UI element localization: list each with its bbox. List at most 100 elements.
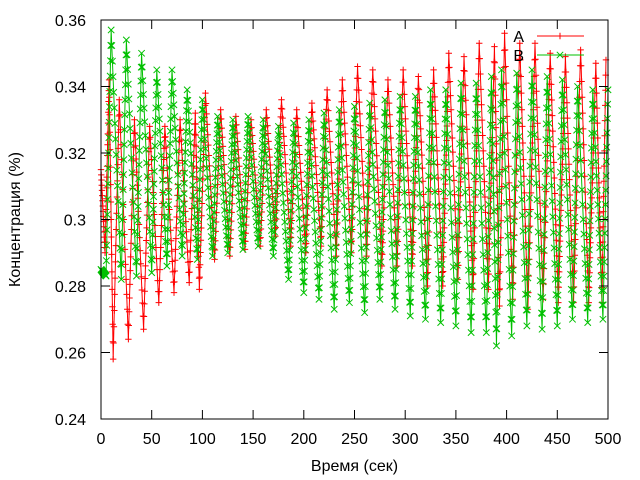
series-b-point <box>485 184 493 193</box>
series-a-point <box>294 115 301 122</box>
series-a-point <box>547 65 554 73</box>
series-a-point <box>130 130 138 137</box>
series-b-point <box>593 172 601 180</box>
series-b-point <box>261 141 269 149</box>
series-b-point <box>436 304 444 312</box>
series-b-point <box>255 218 263 226</box>
series-b-point <box>554 276 562 284</box>
series-b-point <box>385 187 393 195</box>
series-a-point <box>198 212 205 219</box>
series-a-point <box>433 147 441 155</box>
series-a-point <box>416 99 423 106</box>
series-a-point <box>580 157 588 164</box>
series-b-point <box>513 69 521 77</box>
series-b-point <box>252 218 260 226</box>
series-b-point <box>371 209 379 218</box>
series-a-point <box>431 93 438 101</box>
series-b-point <box>563 181 571 189</box>
series-b-point <box>107 26 115 34</box>
series-b-point <box>175 194 183 202</box>
series-b-point <box>317 225 325 234</box>
series-a-point <box>578 78 585 85</box>
series-b-point <box>523 306 531 314</box>
series-b-point <box>179 210 187 219</box>
series-b-point <box>341 214 349 222</box>
series-a-point <box>325 117 333 125</box>
series-b-point <box>383 135 391 143</box>
series-b-point <box>178 252 186 260</box>
series-b-point <box>159 188 167 197</box>
series-a-point <box>187 237 194 244</box>
series-b-point <box>517 180 525 188</box>
series-b-point <box>506 299 514 307</box>
series-a-point <box>171 278 178 286</box>
series-a-point <box>534 120 541 127</box>
series-a-point <box>158 222 165 229</box>
series-b-point <box>226 191 234 199</box>
series-a-point <box>467 213 474 220</box>
series-b-point <box>256 203 264 211</box>
series-b-point <box>302 224 310 232</box>
series-b-point <box>287 187 295 195</box>
series-b-point <box>372 222 380 230</box>
series-b-point <box>346 274 354 282</box>
series-b-point <box>554 306 562 315</box>
series-b-point <box>275 132 283 140</box>
series-b-point <box>589 100 597 108</box>
series-b-point <box>293 183 302 191</box>
series-b-point <box>492 342 501 350</box>
series-a-point <box>482 209 489 216</box>
series-a-point <box>109 355 117 363</box>
series-b-point <box>149 231 157 239</box>
series-b-point <box>228 141 236 149</box>
series-b-point <box>224 240 232 248</box>
series-a-point <box>170 289 178 296</box>
series-a-point <box>278 96 285 103</box>
series-b-point <box>463 235 471 243</box>
series-b-point <box>256 195 264 203</box>
series-a-point <box>162 133 169 140</box>
series-b-point <box>406 312 414 320</box>
series-b-point <box>361 309 369 317</box>
series-b-point <box>213 139 221 147</box>
series-b-point <box>585 260 593 268</box>
series-a-point <box>441 210 448 217</box>
series-b-point <box>408 243 416 251</box>
series-b-point <box>582 289 591 297</box>
series-a-point <box>449 134 456 142</box>
series-b-point <box>151 129 159 137</box>
series-b-point <box>452 322 460 330</box>
series-b-point <box>165 164 173 172</box>
series-a-point <box>192 142 200 150</box>
series-b-point <box>259 116 267 124</box>
series-b-point <box>354 167 362 175</box>
series-a-point <box>323 86 331 94</box>
series-a-point <box>439 268 447 275</box>
series-b-point <box>380 146 388 154</box>
series-b-point <box>508 315 516 324</box>
series-b-point <box>143 173 151 181</box>
series-b-point <box>509 283 517 291</box>
series-b-point <box>156 127 164 135</box>
series-b-point <box>343 262 352 271</box>
series-b-point <box>416 204 424 212</box>
series-a-point <box>273 198 281 206</box>
series-b-point <box>210 208 218 216</box>
series-a-point <box>593 74 600 82</box>
series-a-point <box>439 282 446 290</box>
series-b-point <box>112 151 120 159</box>
series-a-point <box>335 186 342 194</box>
series-b-point <box>553 306 561 314</box>
series-a-point <box>274 190 281 197</box>
series-a-point <box>511 232 518 239</box>
series-a-point <box>493 140 500 148</box>
series-b-point <box>150 167 158 175</box>
series-a-point <box>364 217 372 225</box>
series-a-point <box>481 178 488 185</box>
series-b-point <box>123 51 131 59</box>
series-b-point <box>494 256 502 264</box>
series-b-point <box>541 199 549 207</box>
series-a-point <box>126 294 133 302</box>
series-b-point <box>248 169 257 177</box>
series-b-point <box>385 174 393 182</box>
